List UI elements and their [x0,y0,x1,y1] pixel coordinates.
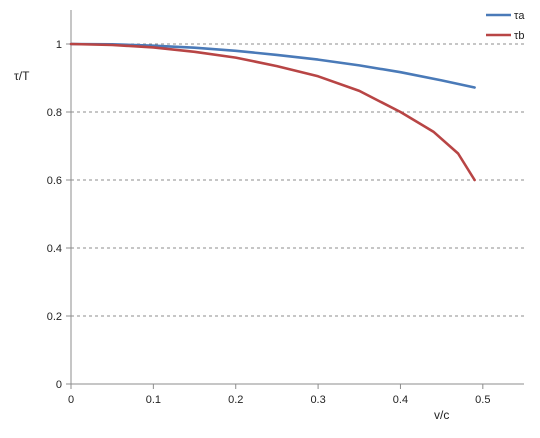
series-line-tau-a [69,42,476,89]
x-tick-label: 0.4 [393,394,408,406]
axis-layer: 0 0.2 0.4 0.6 0.8 1 0 0.1 0.2 0.3 0.4 0.5 [47,10,524,406]
x-tick-label: 0 [68,394,74,406]
y-tick-label: 0.6 [47,175,62,187]
y-axis-title: τ/T [14,69,30,83]
y-tick-label: 1 [56,39,62,51]
x-tick-label: 0.5 [475,394,490,406]
y-tick-label: 0.8 [47,107,62,119]
series-layer [69,42,476,182]
y-tick-label: 0.2 [47,311,62,323]
x-tick-label: 0.2 [228,394,243,406]
legend-label-tau-b: τb [514,30,524,42]
legend: τa τb [486,10,525,42]
x-tick-label: 0.3 [310,394,325,406]
series-line-tau-b [69,42,476,182]
x-axis-title: v/c [434,408,449,422]
y-tick-label: 0.4 [47,243,62,255]
y-tick-label: 0 [56,379,62,391]
x-tick-label: 0.1 [146,394,161,406]
legend-label-tau-a: τa [514,10,525,22]
